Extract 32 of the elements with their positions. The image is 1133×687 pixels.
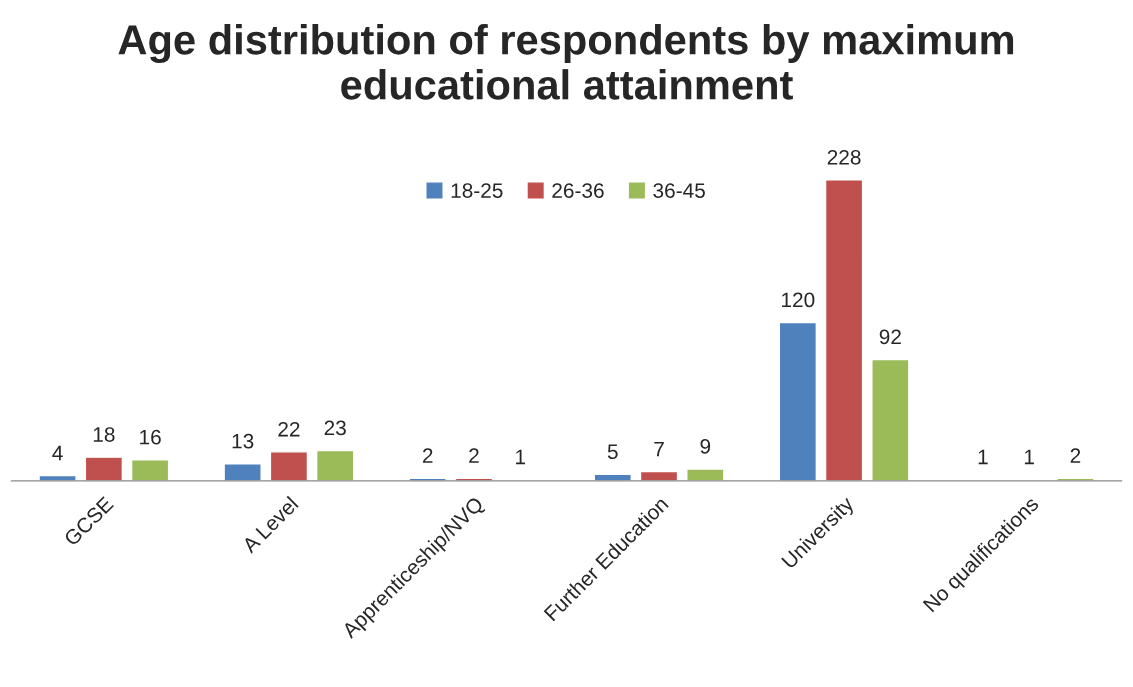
data-label: 9 [700,439,711,454]
data-label: 16 [140,429,161,445]
data-label: 120 [782,292,815,308]
data-label: 92 [879,329,901,345]
data-label: 228 [827,149,861,165]
bar [824,179,864,481]
data-label: 23 [324,420,346,436]
bar [223,463,262,481]
bar [778,321,818,481]
bar [686,468,725,481]
data-label: 13 [232,433,254,449]
bar [269,451,309,481]
bar [130,459,170,481]
bar [315,449,355,481]
data-label: 1 [516,449,526,465]
legend-label: 18-25 [451,183,503,198]
legend-label: 36-45 [653,183,705,198]
bar [871,358,910,481]
data-label: 1 [978,449,988,465]
data-label: 7 [654,441,664,457]
data-label: 22 [278,421,300,437]
data-label: 2 [1070,448,1081,463]
data-label: 1 [1024,449,1034,465]
bar [84,456,124,481]
data-label: 4 [52,445,63,461]
legend-label: 26-36 [552,183,604,198]
chart-title: Age distribution of respondents by maximum educational attainment [118,24,1014,100]
data-label: 2 [422,448,433,463]
data-label: 18 [93,427,115,442]
data-label: 5 [607,444,618,460]
data-label: 2 [469,448,479,463]
bar [639,470,679,481]
